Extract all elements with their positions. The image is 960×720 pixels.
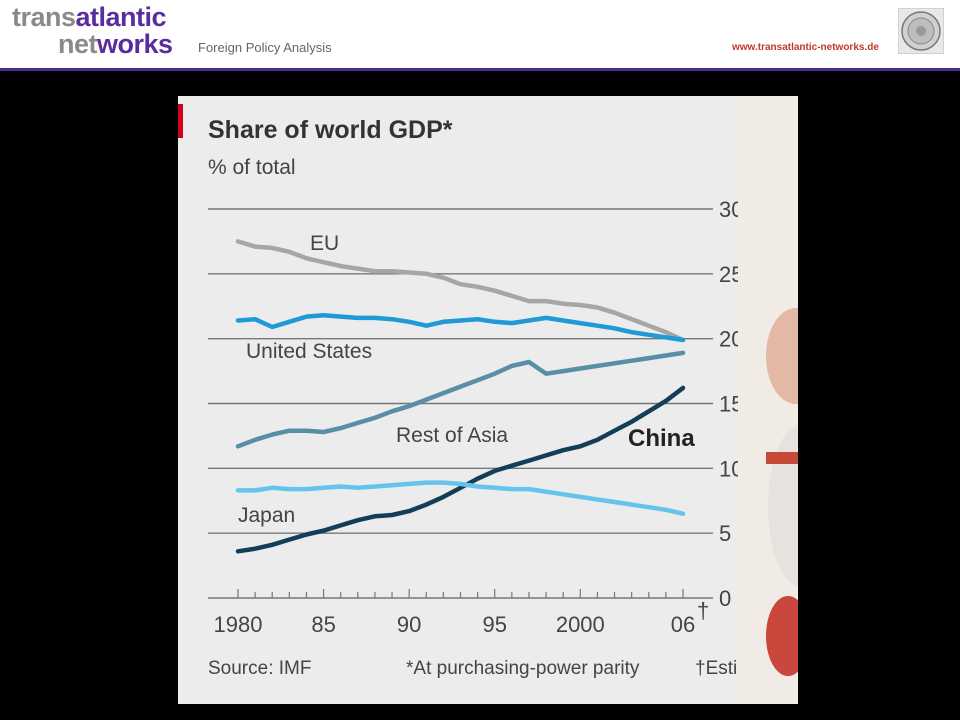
x-tick-label: 85 xyxy=(311,612,335,637)
grid-layer xyxy=(208,208,713,599)
x-tick-estimate-mark: † xyxy=(697,598,709,623)
brand-text-trans: trans xyxy=(12,2,76,32)
label-united-states: United States xyxy=(246,340,372,363)
footnote-ppp: *At purchasing-power parity xyxy=(406,658,640,679)
seal-icon xyxy=(898,8,944,54)
x-tick-label: 90 xyxy=(397,612,421,637)
x-tick-label: 06 xyxy=(671,612,695,637)
chart-subtitle: % of total xyxy=(208,156,296,179)
series-line-eu xyxy=(235,239,686,343)
source-note: Source: IMF xyxy=(208,658,311,679)
series-line-rest-of-asia xyxy=(235,350,686,449)
series-layer xyxy=(235,239,686,554)
accent-bar xyxy=(178,104,183,138)
label-china: China xyxy=(628,425,695,452)
label-japan: Japan xyxy=(238,504,295,527)
brand-logo[interactable]: transatlantic networks xyxy=(12,4,173,58)
y-tick-label: 0 xyxy=(719,586,731,611)
tagline: Foreign Policy Analysis xyxy=(198,40,332,55)
site-url-link[interactable]: www.transatlantic-networks.de xyxy=(732,42,879,53)
x-tick-label: 1980 xyxy=(214,612,263,637)
x-tick-label: 2000 xyxy=(556,612,605,637)
gdp-share-chart: Share of world GDP* % of total 051015202… xyxy=(178,104,779,679)
x-tick-label: 95 xyxy=(482,612,506,637)
header-divider xyxy=(0,68,960,71)
y-tick-label: 5 xyxy=(719,521,731,546)
site-header: transatlantic networks Foreign Policy An… xyxy=(0,0,960,68)
series-line-united-states xyxy=(235,313,686,343)
series-line-japan xyxy=(235,480,686,516)
label-eu: EU xyxy=(310,232,339,255)
label-rest-of-asia: Rest of Asia xyxy=(396,424,508,447)
brand-text-net: net xyxy=(58,29,98,59)
series-line-china xyxy=(235,385,686,554)
brand-text-works: works xyxy=(97,29,173,59)
brand-text-atlantic: atlantic xyxy=(75,2,167,32)
decorative-photo-strip xyxy=(738,96,798,704)
chart-panel: Share of world GDP* % of total 0 5 10 15 20 2… xyxy=(178,96,798,704)
chart-title: Share of world GDP* xyxy=(208,116,453,144)
